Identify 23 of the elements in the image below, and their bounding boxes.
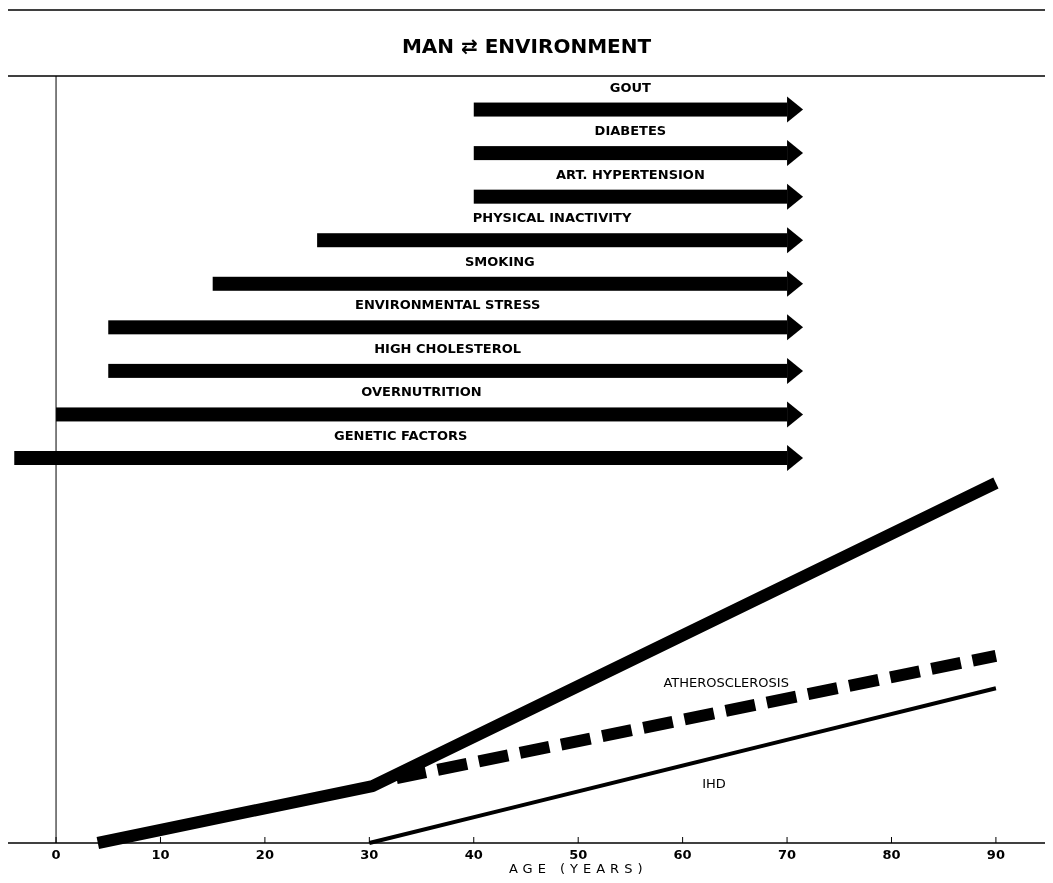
x-tick-label: 30 [360,847,379,862]
x-axis-title: AGE (YEARS) [508,861,648,876]
x-tick-label: 80 [882,847,901,862]
x-tick-label: 40 [464,847,483,862]
category-label: ENVIRONMENTAL STRESS [355,297,541,313]
x-tick-label: 20 [255,847,274,862]
category-label: OVERNUTRITION [361,384,482,400]
x-tick-label: 60 [673,847,692,862]
category-label: DIABETES [594,123,667,139]
x-tick-label: 70 [778,847,797,862]
category-label: SMOKING [464,253,535,269]
category-label: GOUT [609,79,651,95]
series-label: IHD [702,775,726,791]
series-label: ATHEROSCLEROSIS [663,674,789,690]
category-label: PHYSICAL INACTIVITY [472,210,632,226]
category-label: GENETIC FACTORS [333,428,468,443]
x-tick-label: 50 [569,847,588,862]
category-label: ART. HYPERTENSION [556,166,705,182]
x-tick-label: 10 [151,847,170,862]
x-tick-label: 90 [986,847,1005,862]
category-label: HIGH CHOLESTEROL [374,340,522,356]
chart-title: MAN ⇄ ENVIRONMENT [401,34,652,58]
x-tick-label: 0 [51,847,61,862]
